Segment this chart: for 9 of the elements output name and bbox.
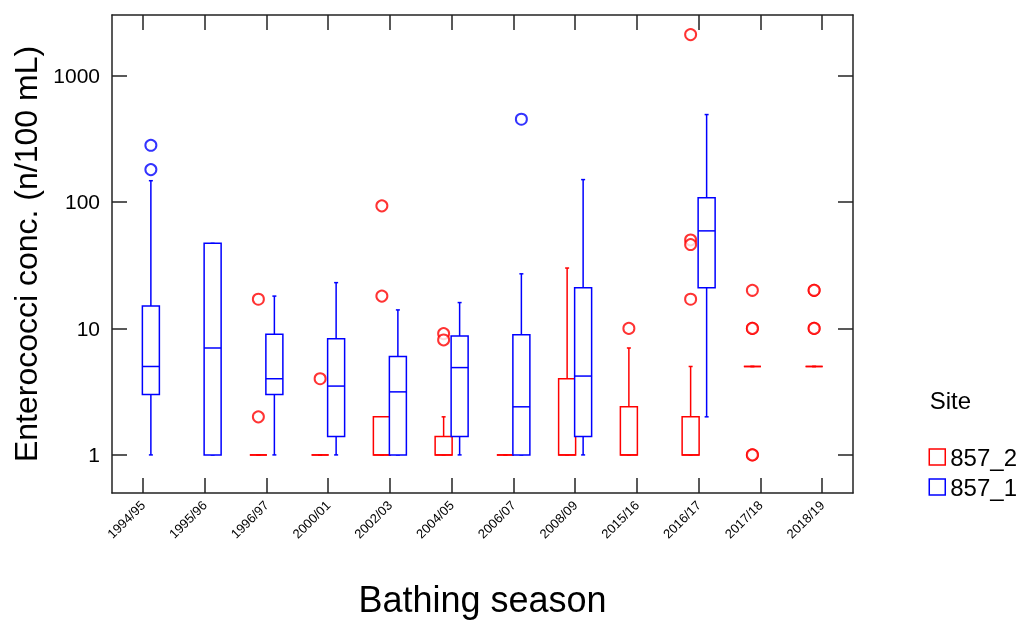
y-tick-label: 1000: [53, 63, 100, 87]
y-tick-label: 1: [88, 443, 100, 467]
legend-label: 857_2: [950, 443, 1018, 471]
y-tick-label: 100: [64, 190, 100, 214]
legend-label: 857_1: [950, 473, 1018, 501]
legend-title: Site: [929, 386, 971, 414]
y-axis-title: Enterococci conc. (n/100 mL): [8, 45, 44, 463]
x-axis-title: Bathing season: [358, 578, 607, 620]
y-tick-label: 10: [76, 316, 100, 340]
